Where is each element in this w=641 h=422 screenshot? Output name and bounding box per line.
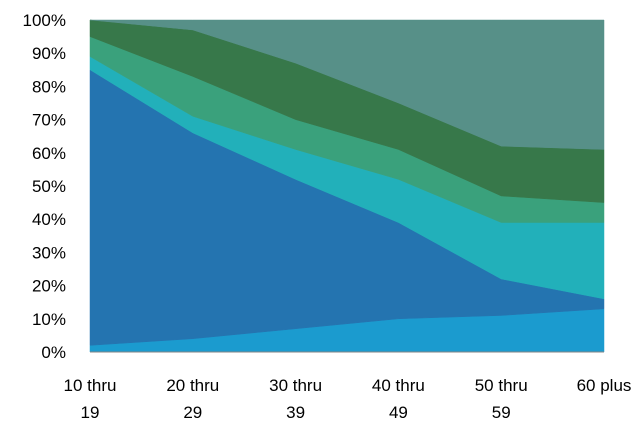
- x-tick-label: 60 plus: [577, 376, 632, 395]
- x-tick-label: 20 thru 29: [166, 376, 219, 422]
- y-tick-label: 10%: [32, 310, 66, 329]
- y-tick-label: 60%: [32, 144, 66, 163]
- x-tick-label: 50 thru 59: [475, 376, 528, 422]
- y-tick-label: 90%: [32, 44, 66, 63]
- y-axis: 0% 10% 20% 30% 40% 50% 60% 70% 80% 90% 100%: [23, 11, 66, 362]
- y-tick-label: 80%: [32, 77, 66, 96]
- x-axis: 10 thru 19 20 thru 29 30 thru 39 40 thru 49 50 t…: [64, 351, 632, 422]
- y-tick-label: 0%: [41, 343, 66, 362]
- x-tick-label: 10 thru 19: [64, 376, 117, 422]
- y-tick-label: 40%: [32, 210, 66, 229]
- y-tick-label: 30%: [32, 243, 66, 262]
- y-tick-label: 50%: [32, 177, 66, 196]
- x-tick-label: 40 thru 49: [372, 376, 425, 422]
- area-series-6: [89, 19, 605, 150]
- y-tick-label: 100%: [23, 11, 66, 30]
- x-tick-label: 30 thru 39: [269, 376, 322, 422]
- plot-area: [89, 19, 605, 353]
- y-tick-label: 70%: [32, 111, 66, 130]
- y-tick-label: 20%: [32, 277, 66, 296]
